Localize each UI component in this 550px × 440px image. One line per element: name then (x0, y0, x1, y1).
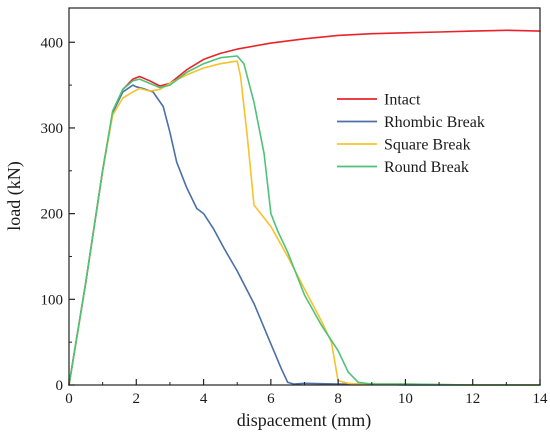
y-tick-label: 100 (41, 292, 64, 308)
x-tick-label: 12 (465, 391, 480, 407)
legend-label: Rhombic Break (384, 114, 485, 131)
series-line-square-break (68, 60, 541, 386)
x-tick-label: 14 (533, 391, 549, 407)
y-axis-label: load (kN) (4, 161, 25, 230)
x-tick-label: 6 (267, 391, 275, 407)
x-tick-label: 8 (334, 391, 342, 407)
legend: Intact Rhombic Break Square Break Round Bre… (337, 92, 485, 176)
series-layer (68, 29, 541, 386)
legend-label: Square Break (384, 137, 471, 154)
plot-frame (68, 7, 541, 386)
legend-label: Intact (384, 92, 421, 109)
series-line-intact (68, 29, 541, 386)
y-tick-label: 300 (41, 121, 64, 137)
y-tick-label: 200 (41, 207, 64, 223)
legend-label: Round Break (384, 159, 469, 176)
y-tick-label: 0 (56, 378, 64, 394)
y-tick-label: 400 (41, 35, 64, 51)
y-axis-ticks: 0 100 200 300 400 (41, 35, 75, 394)
series-line-round-break (68, 55, 541, 386)
x-axis-label: dispacement (mm) (237, 410, 371, 431)
x-tick-label: 0 (65, 391, 73, 407)
x-tick-label: 2 (133, 391, 141, 407)
x-tick-label: 4 (200, 391, 208, 407)
series-line-rhombic-break (68, 84, 541, 386)
x-axis-ticks: 0 2 4 6 8 10 12 14 (65, 379, 548, 407)
x-tick-label: 10 (398, 391, 413, 407)
